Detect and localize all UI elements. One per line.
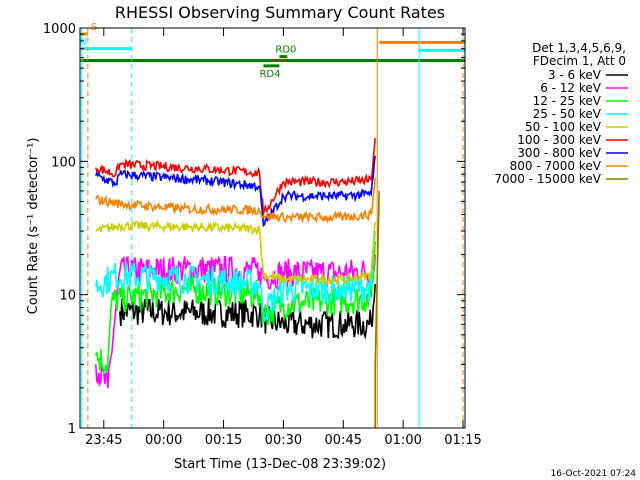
series-line-50-100-kev <box>95 218 376 287</box>
plot-frame <box>79 27 466 429</box>
y-tick-label: 10 <box>59 289 76 304</box>
series-line-300-800-kev <box>95 155 376 228</box>
legend-header-line2: FDecim 1, Att 0 <box>533 54 626 68</box>
legend-label-50-100-kev: 50 - 100 keV <box>525 120 602 134</box>
y-tick-label: 1000 <box>43 22 76 37</box>
legend-label-100-300-kev: 100 - 300 keV <box>517 133 601 147</box>
x-axis-label: Start Time (13-Dec-08 23:39:02) <box>174 457 386 472</box>
series-line-7000-15000-kev <box>374 190 380 428</box>
series-line-100-300-kev <box>95 137 376 215</box>
footer-date: 16-Oct-2021 07:24 <box>551 469 637 479</box>
legend-header-line1: Det 1,3,4,5,6,9, <box>532 41 626 55</box>
legend-label-7000-15000-kev: 7000 - 15000 keV <box>494 172 601 186</box>
legend-label-25-50-kev: 25 - 50 keV <box>533 107 602 121</box>
legend-label-3-6-kev: 3 - 6 keV <box>548 68 602 82</box>
x-tick-label: 00:30 <box>265 433 302 448</box>
legend-label-12-25-kev: 12 - 25 keV <box>533 94 602 108</box>
y-tick-label: 100 <box>51 155 76 170</box>
x-tick-label: 23:45 <box>85 433 122 448</box>
x-tick-label: 01:00 <box>384 433 421 448</box>
y-tick-label: 1 <box>68 422 76 437</box>
flag-label-rd4: RD4 <box>259 69 280 80</box>
flag-label-n: N <box>80 37 87 48</box>
legend-label-800-7000-kev: 800 - 7000 keV <box>510 159 602 173</box>
legend-label-6-12-kev: 6 - 12 keV <box>540 81 602 95</box>
series-line-3-6-kev <box>119 284 376 340</box>
series-line-25-50-kev <box>95 231 376 322</box>
series-line-800-7000-kev <box>95 177 376 224</box>
flag-label-rd0: RD0 <box>275 45 296 56</box>
x-tick-label: 00:15 <box>205 433 242 448</box>
chart-title: RHESSI Observing Summary Count Rates <box>115 3 445 22</box>
x-tick-label: 00:00 <box>145 433 182 448</box>
y-axis-label: Count Rate (s⁻¹ detector⁻¹) <box>26 138 41 315</box>
legend-label-300-800-kev: 300 - 800 keV <box>517 146 601 160</box>
x-tick-label: 00:45 <box>325 433 362 448</box>
series-line-6-12-kev <box>95 254 376 388</box>
x-tick-label: 01:15 <box>444 433 481 448</box>
